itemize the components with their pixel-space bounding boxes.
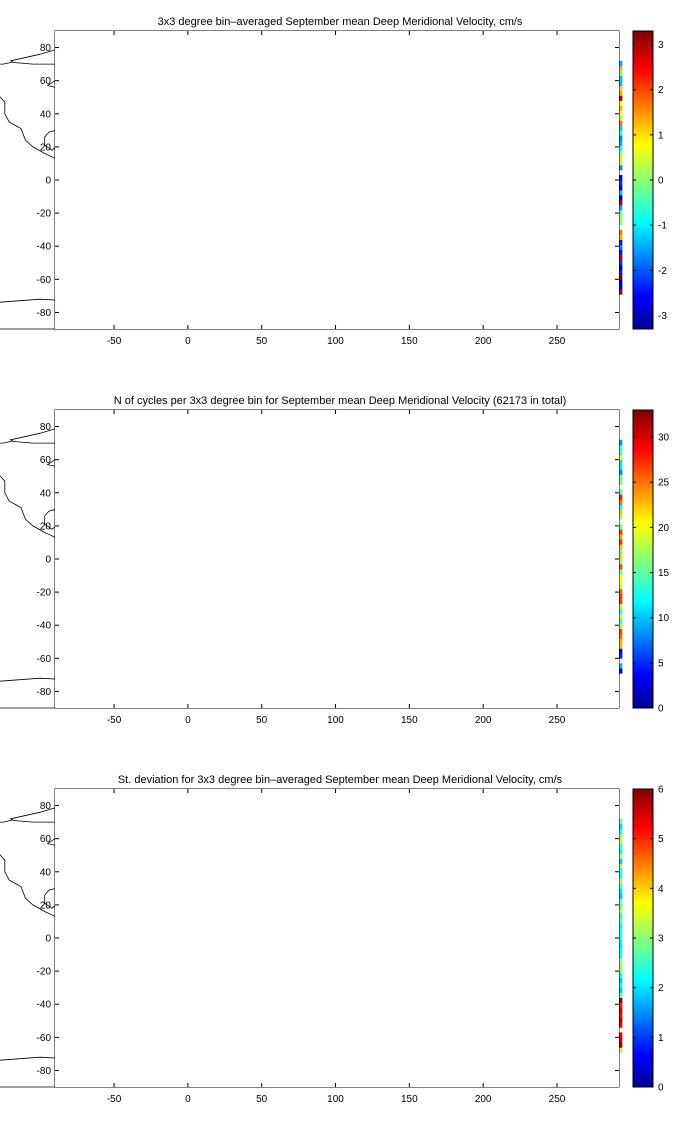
colorbar-tick-label: -3 bbox=[658, 311, 667, 322]
x-tick-label: -50 bbox=[107, 336, 122, 347]
panel-velocity-colorbar: -3 -2 -1 0 1 2 3 bbox=[633, 31, 667, 329]
y-tick-label: -40 bbox=[37, 242, 52, 253]
colorbar-tick-label: 2 bbox=[658, 85, 664, 96]
x-tick-label: 0 bbox=[185, 336, 191, 347]
y-tick-label: -20 bbox=[37, 209, 52, 220]
x-tick-label: 250 bbox=[549, 336, 566, 347]
colorbar-tick-label: -1 bbox=[658, 221, 667, 232]
y-tick-label: -80 bbox=[37, 308, 52, 319]
y-tick-label: 40 bbox=[40, 109, 52, 120]
colorbar-tick-label: -2 bbox=[658, 266, 667, 277]
y-tick-label: 80 bbox=[40, 43, 52, 54]
panel-velocity-frame bbox=[55, 31, 619, 329]
panel-cycles-title: N of cycles per 3x3 degree bin for Septe… bbox=[114, 395, 566, 407]
panel-velocity-title: 3x3 degree bin–averaged September mean D… bbox=[158, 16, 523, 28]
panel-cycles: N of cycles per 3x3 degree bin for Septe… bbox=[0, 395, 670, 726]
colorbar-tick-label: 0 bbox=[658, 176, 664, 187]
colorbar-tick-label: 3 bbox=[658, 40, 664, 51]
y-tick-label: 60 bbox=[40, 76, 52, 87]
panel-velocity: 3x3 degree bin–averaged September mean D… bbox=[0, 16, 667, 347]
y-tick-label: -60 bbox=[37, 275, 52, 286]
y-tick-label: 20 bbox=[40, 142, 52, 153]
x-tick-label: 200 bbox=[475, 336, 492, 347]
axes-background bbox=[55, 31, 619, 329]
x-tick-label: 150 bbox=[401, 336, 418, 347]
colorbar-tick-label: 1 bbox=[658, 130, 664, 141]
x-tick-label: 50 bbox=[256, 336, 268, 347]
x-tick-label: 100 bbox=[327, 336, 344, 347]
y-tick-label: 0 bbox=[45, 176, 51, 187]
